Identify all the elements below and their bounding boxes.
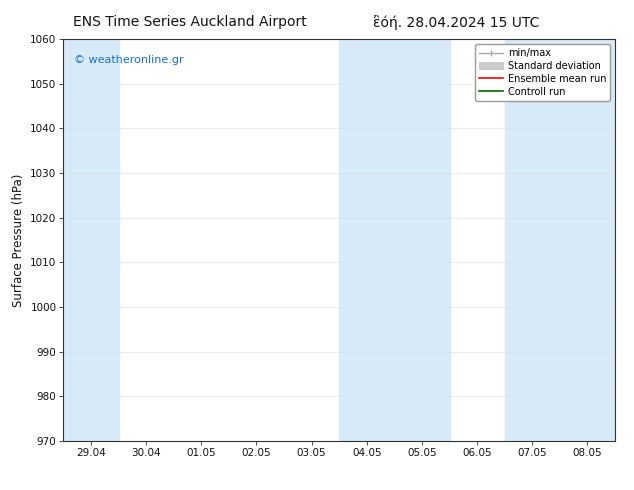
Text: ἒόή. 28.04.2024 15 UTC: ἒόή. 28.04.2024 15 UTC [373,15,540,30]
Bar [339,39,450,441]
Text: ENS Time Series Auckland Airport: ENS Time Series Auckland Airport [74,15,307,29]
Bar [63,39,119,441]
Y-axis label: Surface Pressure (hPa): Surface Pressure (hPa) [11,173,25,307]
Bar [505,39,615,441]
Text: © weatheronline.gr: © weatheronline.gr [74,55,184,65]
Legend: min/max, Standard deviation, Ensemble mean run, Controll run: min/max, Standard deviation, Ensemble me… [475,44,610,100]
